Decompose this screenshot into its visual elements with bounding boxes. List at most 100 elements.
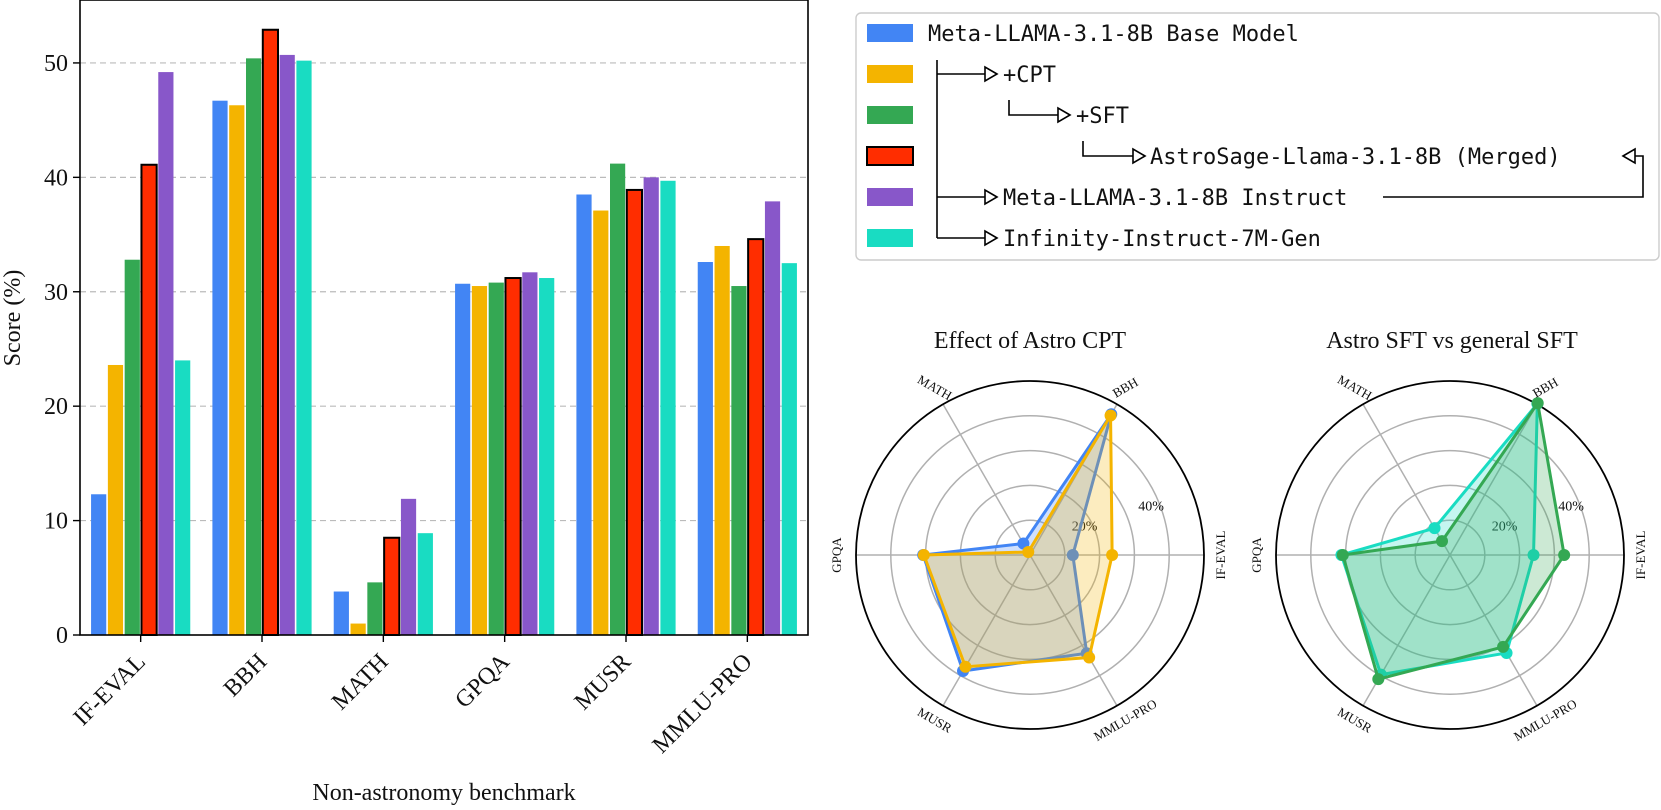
legend-label-sft: +SFT <box>1076 104 1129 129</box>
bar-cpt-bbh <box>229 105 245 636</box>
bar-x-tick-label: GPQA <box>450 648 515 713</box>
bar-sft-if-eval <box>124 259 140 635</box>
bar-merged-gpqa <box>504 277 522 636</box>
radar-spoke <box>942 403 1031 556</box>
legend-swatch-base <box>867 24 913 42</box>
radar-axis-label: IF-EVAL <box>1213 531 1228 580</box>
legend-swatch-cpt <box>867 65 913 83</box>
radar-axis-label: MATH <box>1335 372 1374 403</box>
legend-arrowhead <box>984 229 999 247</box>
radar-axis-label: MMLU-PRO <box>1511 696 1579 744</box>
bar-plot-frame <box>79 0 809 636</box>
bar-x-tick-label: MUSR <box>570 649 636 715</box>
radar-point-sft <box>1435 535 1448 548</box>
bar-chart: 0 10 20 30 40 50 IF-EVAL BBH MATH GPQA MUSR MMLU-P… <box>0 0 809 806</box>
legend-arrowhead <box>1621 147 1636 165</box>
radar-point-cpt <box>1106 549 1119 561</box>
bar-y-axis-title: Score (%) <box>0 270 26 367</box>
legend-swatches <box>866 24 914 247</box>
radar-ring-label: 40% <box>1138 499 1164 514</box>
bar-instruct-math <box>400 498 417 635</box>
radar-axis-label: MMLU-PRO <box>1091 696 1159 744</box>
legend-swatch-merged <box>866 146 914 166</box>
bar-sft-musr <box>610 163 626 635</box>
legend-swatch-sft <box>867 106 913 124</box>
radar-chart-cpt: Effect of Astro CPT 20%40%IF-EVALBBHMATH… <box>829 328 1228 744</box>
radar-spoke <box>1029 554 1118 707</box>
bar-x-tick-label: IF-EVAL <box>69 649 151 731</box>
radar-series-sft <box>1341 401 1566 681</box>
bar-marks <box>91 28 797 637</box>
radar-axis-label: BBH <box>1530 374 1561 400</box>
bar-base-if-eval <box>91 494 107 635</box>
bar-sft-mmlu-pro <box>731 286 747 635</box>
bar-instruct-musr <box>643 177 659 635</box>
bar-merged-math <box>383 536 401 636</box>
radar-outer-ring <box>855 380 1205 730</box>
bar-instruct-gpqa <box>522 272 538 635</box>
bar-y-tick-label: 0 <box>56 623 68 649</box>
bar-sft-math <box>367 582 383 635</box>
legend-label-base: Meta-LLAMA-3.1-8B Base Model <box>928 22 1299 47</box>
bar-gridlines <box>80 62 808 522</box>
bar-y-tick-label: 50 <box>44 51 68 77</box>
bar-infinity-bbh <box>296 60 312 635</box>
radar-point-infinity <box>1428 522 1441 535</box>
bar-merged-bbh <box>261 28 279 637</box>
bar-y-tick-label: 40 <box>44 165 68 191</box>
radar-axis-label: GPQA <box>829 537 844 573</box>
radar-point-cpt <box>959 660 972 673</box>
radar-axis-label: BBH <box>1110 374 1141 400</box>
bar-base-mmlu-pro <box>697 262 713 635</box>
legend-label-cpt: +CPT <box>1003 63 1056 88</box>
bar-infinity-math <box>417 533 433 635</box>
radar-point-sft <box>1531 397 1544 410</box>
radar-point-sft <box>1558 549 1571 561</box>
legend: Meta-LLAMA-3.1-8B Base Model +CPT +SFT A… <box>855 12 1660 261</box>
radar-axis-label: GPQA <box>1249 537 1264 573</box>
radar-spoke <box>1449 554 1538 707</box>
radar-title-cpt: Effect of Astro CPT <box>934 328 1127 354</box>
legend-arrowhead <box>1057 106 1072 124</box>
legend-arrowhead <box>1132 147 1147 165</box>
radar-ring-label: 40% <box>1558 499 1584 514</box>
legend-label-merged: AstroSage-Llama-3.1-8B (Merged) <box>1150 145 1561 170</box>
bar-cpt-gpqa <box>471 286 488 635</box>
bar-y-ticks: 0 10 20 30 40 50 <box>44 51 80 649</box>
bar-base-bbh <box>212 100 228 635</box>
radar-spoke <box>1449 403 1538 556</box>
radar-point-cpt <box>1104 409 1117 422</box>
bar-cpt-musr <box>593 210 609 635</box>
radar-outer-ring <box>1275 380 1625 730</box>
bar-infinity-if-eval <box>175 360 191 635</box>
bar-merged-if-eval <box>140 163 158 637</box>
bar-cpt-math <box>350 623 366 635</box>
legend-connectors <box>936 60 1644 247</box>
bar-x-tick-label: MATH <box>327 649 393 715</box>
bar-infinity-musr <box>660 180 676 635</box>
legend-label-infinity: Infinity-Instruct-7M-Gen <box>1003 227 1321 252</box>
bar-infinity-mmlu-pro <box>781 263 797 635</box>
radar-point-cpt <box>1022 545 1035 558</box>
bar-y-tick-label: 10 <box>44 509 68 535</box>
bar-cpt-mmlu-pro <box>714 245 730 635</box>
bar-instruct-bbh <box>279 54 295 635</box>
bar-cpt-if-eval <box>107 364 124 635</box>
radar-point-sft <box>1497 640 1510 653</box>
legend-swatch-infinity <box>867 229 913 247</box>
bar-instruct-if-eval <box>158 72 174 636</box>
radar-point-cpt <box>1083 651 1096 664</box>
bar-merged-mmlu-pro <box>747 238 765 636</box>
bar-x-ticks: IF-EVAL BBH MATH GPQA MUSR MMLU-PRO <box>69 635 758 759</box>
radar-title-sft: Astro SFT vs general SFT <box>1326 328 1578 354</box>
legend-swatch-instruct <box>867 188 913 206</box>
radar-axis-label: MATH <box>915 372 954 403</box>
bar-x-tick-label: MMLU-PRO <box>648 649 758 759</box>
radar-point-cpt <box>917 549 930 561</box>
bar-sft-gpqa <box>488 282 504 635</box>
legend-connector-instruct <box>1383 155 1644 198</box>
radar-point-infinity <box>1527 549 1540 561</box>
bar-instruct-mmlu-pro <box>764 201 781 635</box>
radar-point-base <box>1066 549 1079 561</box>
